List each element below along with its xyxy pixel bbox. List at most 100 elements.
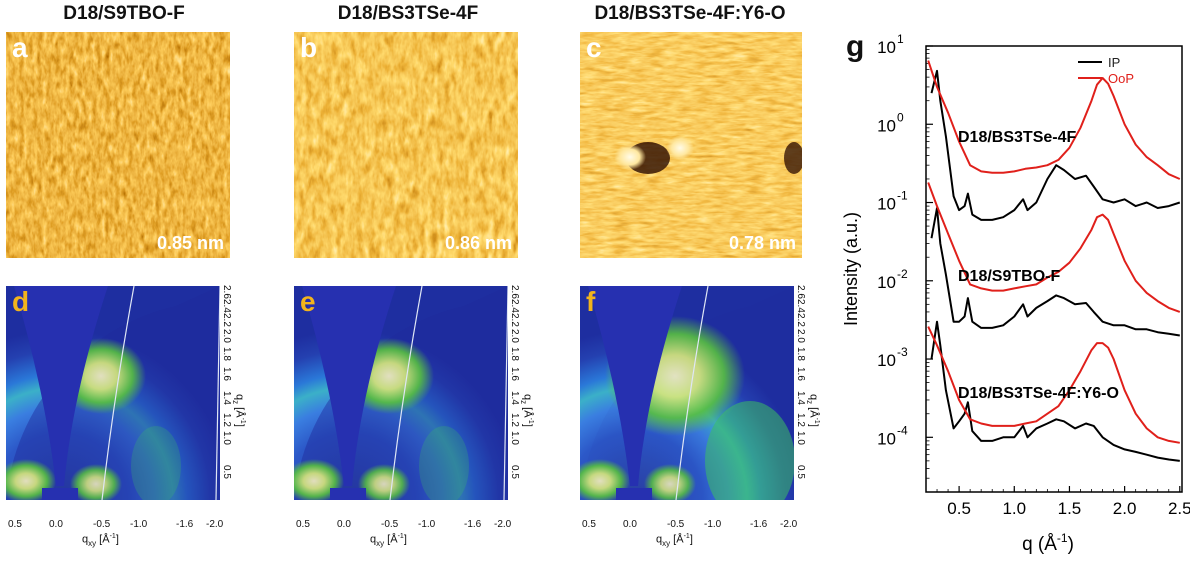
panel-letter-a: a [12, 32, 28, 63]
qxy-tick-label: -1.0 [418, 519, 436, 530]
qz-axis-label: qz [Å-1] [231, 394, 246, 427]
afm-image-c [580, 32, 802, 258]
qxy-tick-label: -0.5 [667, 519, 685, 530]
y-tick-label: 10 [877, 429, 896, 448]
qxy-tick-label: -0.5 [93, 519, 111, 530]
giwaxs-panel-d: d [6, 286, 220, 500]
qxy-axis-label: qxy [Å-1] [82, 533, 119, 548]
plot-frame [925, 45, 1183, 493]
qz-tick-label: 1.8 [795, 347, 806, 361]
qxy-tick-label: -2.0 [206, 519, 224, 530]
column-title-1: D18/S9TBO-F [63, 3, 185, 24]
y-tick-label: 10 [877, 195, 896, 214]
qz-tick-label: 0.5 [221, 465, 232, 479]
roughness-a: 0.85 nm [156, 233, 224, 253]
qz-axis-label: qz [Å-1] [519, 394, 534, 427]
afm-panel-b: b 0.86 nm [294, 32, 518, 258]
giwaxs-pattern [580, 286, 794, 500]
qz-tick-label: 0.5 [509, 465, 520, 479]
x-tick-label: 2.0 [1113, 499, 1137, 518]
y-tick-exponent: -3 [897, 345, 908, 359]
y-tick-label: 10 [877, 273, 896, 292]
x-tick-label: 0.5 [947, 499, 971, 518]
y-tick-exponent: -2 [897, 267, 908, 281]
afm-panel-c: c 0.78 nm [580, 32, 802, 258]
qxy-tick-label: -1.6 [176, 519, 194, 530]
qz-tick-label: 2.2 [221, 313, 232, 327]
qz-tick-label: 1.6 [221, 367, 232, 381]
qxy-tick-label: -1.0 [704, 519, 722, 530]
qxy-tick-label: 0.0 [623, 519, 637, 530]
column-title-3: D18/BS3TSe-4F:Y6-O [594, 3, 786, 24]
sample-annotation: D18/S9TBO-F [958, 268, 1060, 285]
series-line-ip [930, 69, 1181, 221]
giwaxs-panel-e: e [294, 286, 508, 500]
series-line-oop [927, 60, 1181, 180]
x-tick-label: 2.5 [1168, 499, 1190, 518]
qz-tick-label: 1.0 [509, 431, 520, 445]
panel-letter-g: g [846, 30, 865, 63]
panel-letter-e: e [300, 286, 316, 317]
x-tick-label: 1.5 [1058, 499, 1082, 518]
qxy-axis-label: qxy [Å-1] [370, 533, 407, 548]
qz-tick-label: 1.6 [795, 367, 806, 381]
qxy-tick-label: 0.5 [296, 519, 310, 530]
qz-tick-label: 0.5 [795, 465, 806, 479]
qxy-tick-label: -1.0 [130, 519, 148, 530]
qxy-tick-label: -0.5 [381, 519, 399, 530]
afm-image-a [6, 32, 230, 258]
roughness-c: 0.78 nm [728, 233, 796, 253]
qxy-tick-label: -1.6 [464, 519, 482, 530]
column-title-2: D18/BS3TSe-4F [337, 3, 479, 24]
panel-letter-f: f [586, 286, 596, 317]
series-line-ip [930, 320, 1180, 462]
qz-tick-label: 1.6 [509, 367, 520, 381]
qz-tick-label: 2.2 [509, 313, 520, 327]
series-line-oop [927, 182, 1181, 313]
qxy-tick-label: 0.5 [582, 519, 596, 530]
qz-axis-label: qz [Å-1] [805, 394, 820, 427]
giwaxs-panel-f: f [580, 286, 794, 500]
qz-tick-label: 1.8 [221, 347, 232, 361]
qxy-tick-label: -2.0 [494, 519, 512, 530]
y-axis-label: Intensity (a.u.) [841, 212, 861, 326]
sample-annotation: D18/BS3TSe-4F [958, 129, 1076, 146]
qz-tick-label: 2.4 [221, 299, 232, 313]
roughness-b: 0.86 nm [444, 233, 512, 253]
qz-tick-label: 2.0 [509, 329, 520, 343]
qz-tick-label: 2.6 [221, 285, 232, 299]
qz-tick-label: 2.6 [509, 285, 520, 299]
y-tick-label: 10 [877, 38, 896, 57]
afm-panel-a: a 0.85 nm [6, 32, 230, 258]
qz-tick-label: 1.0 [795, 431, 806, 445]
afm-image-b [294, 32, 518, 258]
x-tick-label: 1.0 [1002, 499, 1026, 518]
qxy-axis-label: qxy [Å-1] [656, 533, 693, 548]
sample-annotation: D18/BS3TSe-4F:Y6-O [958, 385, 1119, 402]
qz-tick-label: 1.0 [221, 431, 232, 445]
qz-tick-label: 2.4 [509, 299, 520, 313]
series-line-ip [930, 207, 1180, 337]
y-tick-exponent: -4 [897, 423, 908, 437]
y-tick-label: 10 [877, 351, 896, 370]
panel-letter-c: c [586, 32, 602, 63]
panel-letter-d: d [12, 286, 30, 317]
qz-tick-label: 1.8 [509, 347, 520, 361]
x-axis-label: q (Å-1) [1022, 531, 1074, 555]
giwaxs-pattern [294, 286, 508, 500]
qz-tick-label: 2.0 [795, 329, 806, 343]
y-tick-exponent: 0 [897, 110, 904, 124]
y-tick-exponent: 1 [897, 32, 904, 46]
qxy-tick-label: 0.0 [337, 519, 351, 530]
giwaxs-pattern [6, 286, 220, 500]
y-tick-label: 10 [877, 116, 896, 135]
qz-tick-label: 2.6 [795, 285, 806, 299]
qxy-tick-label: -2.0 [780, 519, 798, 530]
y-tick-exponent: -1 [897, 189, 908, 203]
series-line-oop [927, 326, 1180, 444]
qxy-tick-label: 0.5 [8, 519, 22, 530]
panel-letter-b: b [300, 32, 318, 63]
legend-label: IP [1108, 55, 1120, 70]
qxy-tick-label: -1.6 [750, 519, 768, 530]
